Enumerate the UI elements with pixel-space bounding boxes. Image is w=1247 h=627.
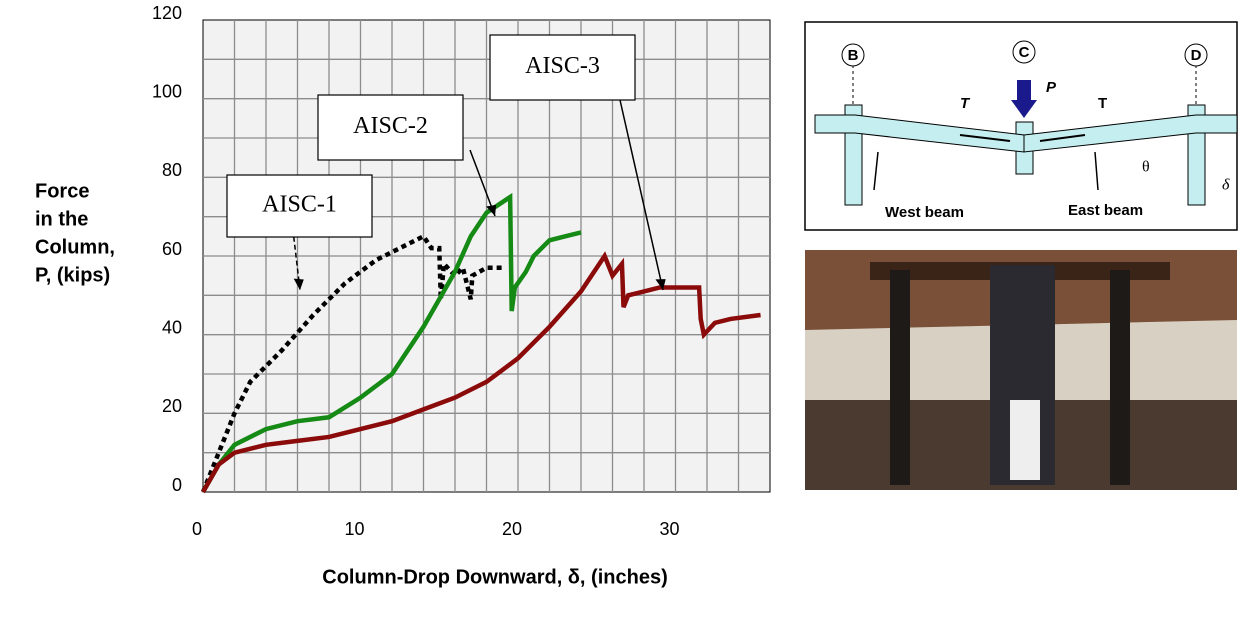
lines bbox=[200, 192, 761, 494]
angle-label: θ bbox=[1142, 159, 1150, 176]
force-label: T bbox=[960, 95, 971, 112]
photo-column bbox=[1110, 270, 1130, 485]
x-tick-label: 0 bbox=[192, 519, 202, 539]
load-arrow bbox=[1011, 80, 1037, 118]
y-tick-label: 20 bbox=[162, 396, 182, 416]
force-label: P bbox=[1046, 79, 1057, 96]
data-line bbox=[201, 192, 582, 494]
series-label: AISC-2 bbox=[353, 113, 428, 139]
east-beam bbox=[1023, 114, 1238, 153]
x-axis-label: Column-Drop Downward, δ, (inches) bbox=[322, 566, 667, 588]
series-label: AISC-3 bbox=[525, 53, 600, 79]
y-tick-label: 120 bbox=[152, 3, 182, 23]
node-label: D bbox=[1191, 47, 1202, 64]
callout-box bbox=[489, 34, 636, 101]
y-tick-label: 0 bbox=[172, 475, 182, 495]
tension-arrow bbox=[959, 134, 1011, 142]
tension-arrow bbox=[1039, 134, 1086, 142]
callout-box bbox=[317, 94, 464, 161]
y-tick-label: 80 bbox=[162, 160, 182, 180]
beam-label: East beam bbox=[1068, 202, 1143, 219]
y-axis-label-line: Force bbox=[35, 180, 89, 202]
y-axis-label-line: in the bbox=[35, 208, 88, 230]
beam-label: West beam bbox=[885, 204, 964, 221]
force-label: T bbox=[1098, 95, 1107, 112]
y-tick-label: 100 bbox=[152, 81, 182, 101]
photo bbox=[805, 250, 1237, 490]
callout-box bbox=[226, 174, 373, 238]
pointer bbox=[1094, 151, 1099, 191]
y-axis-label-line: P, (kips) bbox=[35, 264, 110, 286]
y-axis-label: Force in the Column, P, (kips) bbox=[35, 180, 115, 286]
photo-column bbox=[890, 270, 910, 485]
y-tick-label: 40 bbox=[162, 317, 182, 337]
series-label: AISC-1 bbox=[262, 192, 337, 218]
y-tick-label: 60 bbox=[162, 239, 182, 259]
callouts: AISC-1 AISC-2 AISC-3 bbox=[226, 34, 666, 291]
callout-arrowhead bbox=[293, 278, 304, 290]
callout-pointer bbox=[619, 99, 664, 291]
diagram: B C D T P T θ δ West beam East beam bbox=[804, 21, 1238, 231]
node-circle bbox=[841, 43, 865, 67]
node-circle bbox=[1184, 43, 1208, 67]
data-line bbox=[200, 233, 503, 493]
node-circle bbox=[1012, 40, 1036, 64]
photo-plate bbox=[1010, 400, 1040, 480]
x-tick-label: 30 bbox=[659, 519, 679, 539]
node-label: C bbox=[1019, 44, 1030, 61]
x-tick-label: 20 bbox=[502, 519, 522, 539]
callout-arrowhead bbox=[486, 204, 497, 216]
data-line bbox=[201, 251, 761, 494]
node-label: B bbox=[848, 47, 859, 64]
y-axis-label-line: Column, bbox=[35, 236, 115, 258]
drop-label: δ bbox=[1222, 177, 1230, 194]
callout-arrowhead bbox=[655, 279, 666, 290]
callout-pointer bbox=[289, 204, 301, 291]
pointer bbox=[873, 151, 879, 191]
callout-pointer bbox=[469, 149, 496, 217]
x-tick-label: 10 bbox=[344, 519, 364, 539]
